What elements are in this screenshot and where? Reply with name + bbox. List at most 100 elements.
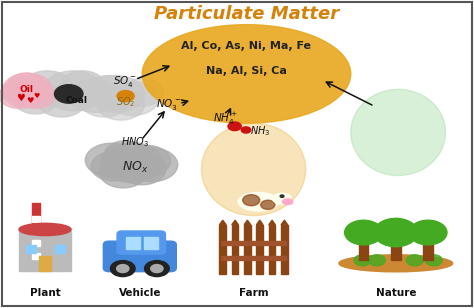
Ellipse shape: [351, 89, 446, 176]
Circle shape: [228, 122, 241, 131]
Bar: [19, 231, 71, 271]
Circle shape: [118, 154, 166, 185]
Text: Particulate Matter: Particulate Matter: [154, 5, 339, 23]
Circle shape: [110, 261, 135, 277]
Bar: [221, 256, 286, 260]
Ellipse shape: [142, 25, 351, 123]
Circle shape: [85, 143, 137, 177]
Circle shape: [368, 255, 385, 266]
Bar: [32, 240, 40, 246]
Bar: [219, 225, 226, 274]
Circle shape: [88, 75, 130, 103]
Circle shape: [406, 255, 423, 266]
Text: $NO_x$: $NO_x$: [122, 160, 148, 176]
Circle shape: [151, 265, 163, 273]
Text: Coal: Coal: [66, 95, 88, 105]
Bar: [391, 239, 401, 260]
Text: Na, Al, Si, Ca: Na, Al, Si, Ca: [206, 66, 287, 76]
Bar: [359, 239, 368, 260]
Circle shape: [261, 200, 275, 209]
Bar: [55, 245, 65, 253]
Circle shape: [101, 143, 163, 183]
Circle shape: [100, 157, 147, 188]
Bar: [256, 225, 263, 274]
Circle shape: [16, 83, 55, 108]
Bar: [221, 241, 286, 245]
Circle shape: [374, 218, 418, 247]
Circle shape: [280, 195, 284, 197]
Bar: [232, 225, 238, 274]
Text: Oil: Oil: [19, 85, 33, 94]
Bar: [32, 228, 40, 234]
Circle shape: [62, 71, 104, 99]
Text: $NO_3^-$: $NO_3^-$: [155, 97, 181, 112]
Circle shape: [88, 75, 145, 112]
Circle shape: [107, 82, 159, 116]
Circle shape: [409, 220, 447, 245]
Bar: [269, 225, 275, 274]
Bar: [423, 239, 433, 260]
Polygon shape: [244, 220, 251, 225]
Circle shape: [354, 255, 371, 266]
Circle shape: [126, 148, 178, 182]
Ellipse shape: [19, 223, 71, 236]
Bar: [281, 225, 288, 274]
Circle shape: [55, 85, 83, 103]
Circle shape: [81, 86, 128, 117]
Text: Al, Co, As, Ni, Ma, Fe: Al, Co, As, Ni, Ma, Fe: [182, 41, 311, 51]
Bar: [26, 245, 36, 253]
Circle shape: [117, 91, 134, 102]
Polygon shape: [281, 220, 288, 225]
Circle shape: [97, 89, 145, 120]
Text: Farm: Farm: [239, 288, 268, 298]
Text: $SO_2$: $SO_2$: [116, 95, 135, 109]
Text: ♥: ♥: [16, 93, 25, 103]
Circle shape: [243, 195, 260, 206]
Bar: [32, 216, 40, 222]
Bar: [126, 237, 140, 249]
Text: $NH_3$: $NH_3$: [250, 124, 270, 138]
Text: ✦: ✦: [118, 91, 127, 101]
Circle shape: [43, 71, 104, 111]
Text: Nature: Nature: [375, 288, 416, 298]
Text: $HNO_3$: $HNO_3$: [121, 135, 149, 148]
Circle shape: [0, 83, 39, 108]
Text: Plant: Plant: [30, 288, 60, 298]
Circle shape: [104, 141, 147, 168]
Text: $SO_4^-$: $SO_4^-$: [113, 74, 138, 89]
Circle shape: [121, 79, 164, 106]
FancyBboxPatch shape: [117, 231, 165, 254]
Polygon shape: [269, 220, 275, 225]
Bar: [32, 203, 40, 259]
Polygon shape: [219, 220, 226, 225]
Circle shape: [241, 127, 251, 133]
Bar: [39, 256, 51, 271]
Circle shape: [117, 265, 129, 273]
Circle shape: [8, 73, 44, 96]
Circle shape: [345, 220, 383, 245]
FancyBboxPatch shape: [103, 241, 176, 272]
Circle shape: [425, 255, 442, 266]
Circle shape: [38, 86, 85, 117]
Circle shape: [14, 86, 57, 114]
Bar: [144, 237, 158, 249]
Circle shape: [2, 77, 50, 108]
Ellipse shape: [283, 199, 293, 205]
Text: Vehicle: Vehicle: [118, 288, 161, 298]
Text: ♥: ♥: [33, 93, 40, 99]
Circle shape: [69, 79, 121, 112]
Polygon shape: [232, 220, 238, 225]
Circle shape: [21, 71, 73, 105]
Bar: [244, 225, 251, 274]
Text: ♥: ♥: [26, 95, 34, 105]
Circle shape: [123, 145, 171, 176]
Circle shape: [91, 152, 137, 181]
Circle shape: [145, 261, 169, 277]
Ellipse shape: [339, 255, 453, 272]
Circle shape: [3, 73, 52, 105]
Bar: [32, 253, 40, 259]
Ellipse shape: [238, 192, 279, 211]
Text: $NH_4^+$: $NH_4^+$: [213, 111, 237, 127]
Ellipse shape: [201, 123, 306, 216]
Polygon shape: [256, 220, 263, 225]
